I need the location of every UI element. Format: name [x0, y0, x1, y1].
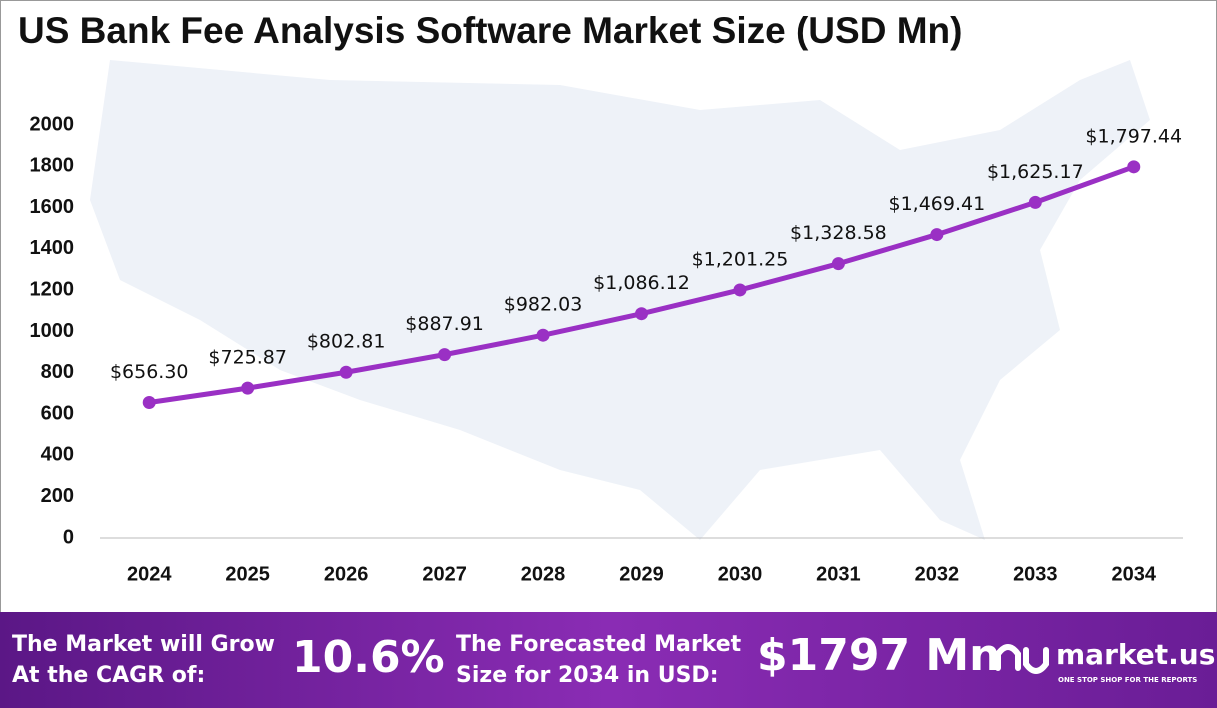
forecast-text: Size for 2034 in USD:	[456, 663, 719, 688]
data-label: $982.03	[504, 294, 583, 316]
y-tick-label: 1400	[30, 237, 75, 259]
chart-title: US Bank Fee Analysis Software Market Siz…	[18, 10, 962, 51]
y-tick-label: 1800	[30, 155, 75, 177]
x-tick-label: 2034	[1112, 563, 1157, 585]
y-tick-label: 800	[41, 361, 74, 383]
brand-logo	[995, 644, 1049, 674]
x-tick-label: 2025	[225, 563, 270, 585]
data-point	[536, 328, 550, 342]
x-tick-label: 2031	[816, 563, 861, 585]
data-point	[733, 283, 747, 297]
y-tick-label: 0	[63, 526, 74, 548]
x-tick-label: 2032	[915, 563, 960, 585]
y-tick-label: 1200	[30, 278, 75, 300]
data-point	[339, 365, 353, 379]
forecast-text: The Forecasted Market	[456, 632, 742, 657]
data-point	[635, 307, 648, 321]
data-label: $1,328.58	[790, 222, 887, 244]
brand-tagline: ONE STOP SHOP FOR THE REPORTS	[1058, 676, 1197, 684]
data-label: $1,625.17	[987, 161, 1084, 183]
x-tick-label: 2027	[422, 563, 467, 585]
data-point	[241, 381, 255, 395]
brand-name: market.us	[1056, 638, 1215, 671]
data-label: $1,797.44	[1085, 125, 1182, 147]
data-label: $1,201.25	[692, 248, 789, 270]
y-tick-label: 1000	[30, 320, 75, 342]
data-label: $725.87	[208, 347, 287, 369]
data-point	[831, 257, 845, 271]
footer-band	[0, 612, 1217, 708]
forecast-value: $1797 Mn	[757, 630, 1001, 681]
cagr-text: The Market will Grow	[12, 632, 275, 657]
data-point	[142, 395, 156, 409]
y-tick-label: 1600	[30, 196, 75, 218]
cagr-value: 10.6%	[292, 632, 445, 683]
data-point	[930, 228, 944, 242]
x-tick-label: 2030	[718, 563, 763, 585]
x-tick-label: 2024	[127, 563, 172, 585]
data-point	[1127, 160, 1141, 174]
data-label: $887.91	[405, 313, 484, 335]
x-tick-label: 2033	[1013, 563, 1058, 585]
data-point	[1028, 195, 1042, 209]
plot: 0 200 400 600 800 1000 1200 1400 1600 1800 2000 202…	[30, 113, 1183, 585]
y-tick-label: 2000	[30, 113, 75, 135]
y-tick-label: 400	[41, 444, 74, 466]
map-background	[90, 60, 1150, 540]
x-tick-label: 2029	[619, 563, 664, 585]
data-label: $802.81	[307, 331, 386, 353]
y-tick-label: 200	[41, 485, 74, 507]
cagr-text: At the CAGR of:	[12, 663, 205, 688]
data-point	[438, 348, 452, 362]
data-label: $1,086.12	[593, 272, 690, 294]
data-label: $1,469.41	[889, 193, 986, 215]
x-tick-label: 2028	[521, 563, 566, 585]
data-label: $656.30	[110, 361, 189, 383]
x-tick-label: 2026	[324, 563, 369, 585]
y-tick-label: 600	[41, 402, 74, 424]
